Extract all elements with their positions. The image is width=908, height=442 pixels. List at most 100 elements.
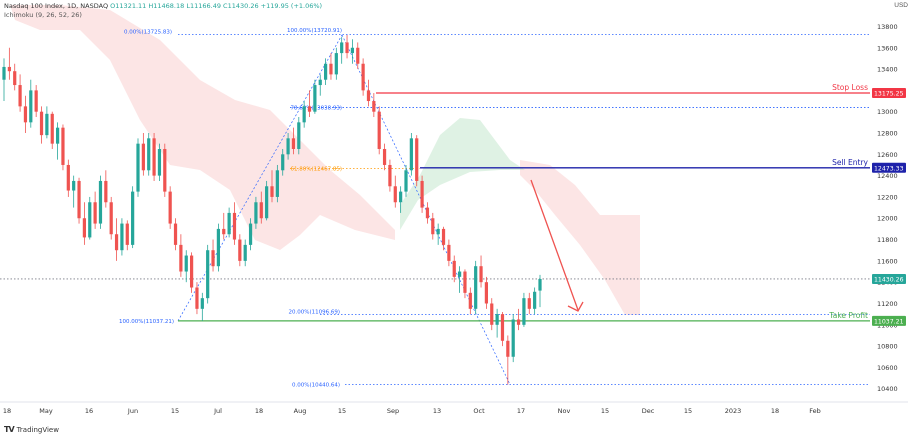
candle-body [136, 143, 140, 192]
candle-body [39, 111, 44, 136]
candle-body [157, 148, 162, 176]
candle-body [227, 212, 231, 235]
candle-body [484, 282, 489, 304]
candle-body [275, 170, 279, 197]
candle-body [2, 66, 6, 80]
candle-body [152, 138, 156, 176]
candle-body [441, 228, 446, 245]
projection-arrow-head [567, 301, 584, 312]
candle-body [61, 127, 65, 165]
indicator-label[interactable]: Ichimoku (9, 26, 52, 26) [4, 11, 82, 19]
price-tick-label: 11800 [877, 236, 898, 244]
price-axis[interactable] [872, 0, 908, 437]
candle-body [527, 298, 531, 309]
fib-label: 0.00%(10440.64) [292, 382, 340, 388]
candle-body [318, 79, 322, 86]
ichimoku-cloud-bullish [400, 118, 525, 230]
candle-body [55, 127, 60, 144]
ichimoku-cloud-bearish-1 [10, 5, 395, 250]
fib-label: 61.80%(12467.85) [290, 166, 342, 172]
candle-body [211, 250, 215, 267]
candle-body [179, 244, 183, 272]
tradingview-logo-icon: TV [4, 425, 15, 434]
candle-body [506, 340, 510, 357]
candle-body [13, 71, 17, 86]
candle-body [7, 66, 11, 72]
price-tick-label: 13400 [877, 66, 898, 74]
time-tick-label: Jun [127, 407, 138, 415]
candle-body [120, 223, 124, 251]
candle-body [500, 314, 505, 341]
price-tick-label: 13800 [877, 23, 898, 31]
candle-body [23, 106, 28, 123]
candle-body [404, 170, 408, 192]
candle-body [538, 278, 542, 291]
level-price-tag-text: 13175.25 [874, 91, 904, 98]
level-name: Take Profit [828, 311, 868, 320]
candle-body [372, 101, 376, 112]
candle-body [468, 292, 472, 309]
candle-body [34, 90, 38, 112]
level-price-tag [872, 88, 906, 99]
candle-body [141, 143, 145, 171]
candle-body [425, 207, 430, 219]
time-tick-label: Nov [558, 407, 571, 415]
candle-body [334, 53, 338, 75]
time-tick-label: 15 [601, 407, 609, 415]
candle-body [522, 298, 526, 325]
candle-body [163, 148, 167, 192]
level-price-tag-text: 11037.21 [874, 318, 904, 325]
candle-body [307, 106, 312, 112]
time-tick-label: 16 [85, 407, 93, 415]
level-name: Sell Entry [832, 158, 868, 167]
candle-body [131, 191, 135, 245]
candle-body [281, 154, 285, 171]
last-price-tag-text: 11430.26 [874, 276, 904, 283]
candle-body [366, 90, 371, 102]
price-tick-label: 12000 [877, 215, 898, 223]
candle-body [184, 255, 188, 272]
brand-name: TradingView [16, 425, 59, 434]
time-tick-label: Sep [387, 407, 399, 415]
level-price-tag-text: 12473.33 [874, 165, 904, 172]
time-tick-label: 2023 [725, 407, 742, 415]
candle-body [511, 319, 515, 357]
candle-body [447, 244, 451, 261]
candle-body [291, 138, 296, 149]
candle-body [200, 298, 204, 309]
price-tick-label: 10800 [877, 343, 898, 351]
time-tick-label: 18 [3, 407, 11, 415]
candle-body [382, 148, 387, 165]
time-tick-label: Aug [294, 407, 307, 415]
price-tick-label: 10400 [877, 385, 898, 393]
candle-body [206, 250, 210, 299]
candle-body [479, 266, 483, 283]
candle-body [88, 202, 92, 238]
time-tick-label: May [39, 407, 53, 415]
ichimoku-cloud-bearish-2 [520, 160, 640, 315]
candle-body [168, 191, 172, 224]
candle-body [474, 266, 478, 309]
price-tick-label: 12400 [877, 172, 898, 180]
price-tick-label: 11600 [877, 257, 898, 265]
candle-body [495, 314, 499, 325]
candle-body [463, 271, 467, 293]
time-tick-label: Oct [473, 407, 485, 415]
candle-body [388, 164, 392, 187]
candle-body [431, 218, 435, 235]
candle-body [254, 202, 258, 224]
candle-body [82, 218, 87, 238]
candle-body [393, 186, 397, 203]
candle-body [350, 47, 355, 54]
price-tick-label: 12800 [877, 130, 898, 138]
candle-body [340, 42, 344, 54]
candle-body [420, 180, 424, 208]
candle-body [361, 63, 365, 91]
candle-body [313, 85, 317, 112]
candle-body [238, 239, 242, 261]
candle-body [329, 63, 333, 75]
price-tick-label: 11200 [877, 300, 898, 308]
candle-body [452, 260, 456, 277]
